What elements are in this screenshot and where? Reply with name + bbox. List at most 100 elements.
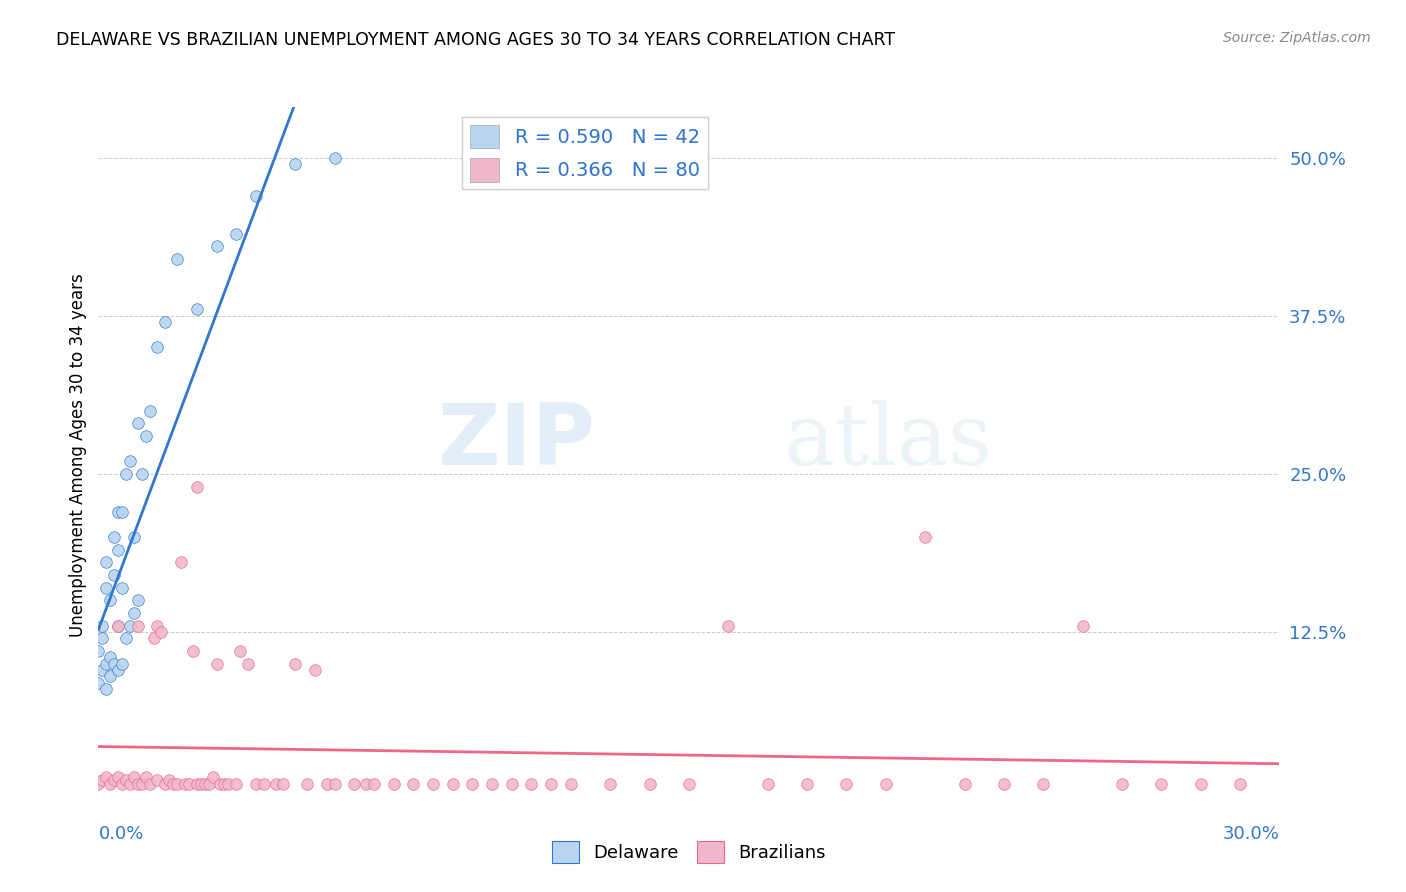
Point	[343, 777, 366, 791]
Point	[354, 777, 377, 791]
Point	[441, 777, 464, 791]
Point	[118, 618, 141, 632]
Point	[214, 777, 236, 791]
Point	[245, 188, 267, 202]
Point	[560, 777, 582, 791]
Point	[201, 771, 224, 785]
Point	[103, 657, 125, 671]
Point	[540, 777, 562, 791]
Point	[166, 252, 188, 266]
Point	[323, 777, 346, 791]
Point	[481, 777, 503, 791]
Point	[91, 772, 114, 787]
Point	[122, 771, 145, 785]
Point	[107, 542, 129, 557]
Point	[138, 777, 160, 791]
Point	[142, 632, 165, 646]
Point	[91, 618, 114, 632]
Point	[273, 777, 295, 791]
Text: Source: ZipAtlas.com: Source: ZipAtlas.com	[1223, 31, 1371, 45]
Point	[135, 429, 157, 443]
Point	[402, 777, 425, 791]
Point	[107, 663, 129, 677]
Point	[1071, 618, 1094, 632]
Point	[122, 530, 145, 544]
Point	[111, 657, 134, 671]
Point	[91, 663, 114, 677]
Point	[166, 777, 188, 791]
Point	[993, 777, 1015, 791]
Point	[835, 777, 858, 791]
Text: 30.0%: 30.0%	[1223, 825, 1279, 843]
Point	[194, 777, 217, 791]
Point	[118, 454, 141, 468]
Point	[98, 669, 121, 683]
Point	[678, 777, 700, 791]
Point	[103, 568, 125, 582]
Point	[382, 777, 405, 791]
Point	[363, 777, 385, 791]
Point	[91, 632, 114, 646]
Point	[323, 151, 346, 165]
Point	[756, 777, 779, 791]
Point	[170, 556, 193, 570]
Point	[245, 777, 267, 791]
Point	[87, 675, 110, 690]
Point	[796, 777, 818, 791]
Point	[138, 403, 160, 417]
Point	[190, 777, 212, 791]
Point	[174, 777, 197, 791]
Point	[461, 777, 484, 791]
Point	[96, 681, 118, 696]
Point	[253, 777, 276, 791]
Point	[111, 581, 134, 595]
Point	[96, 556, 118, 570]
Point	[96, 581, 118, 595]
Point	[98, 650, 121, 665]
Point	[127, 417, 149, 431]
Point	[186, 777, 208, 791]
Point	[107, 505, 129, 519]
Point	[186, 302, 208, 317]
Text: atlas: atlas	[783, 400, 993, 483]
Point	[181, 644, 204, 658]
Point	[501, 777, 523, 791]
Point	[197, 777, 219, 791]
Point	[953, 777, 976, 791]
Point	[205, 657, 228, 671]
Point	[127, 618, 149, 632]
Point	[1229, 777, 1251, 791]
Point	[1111, 777, 1133, 791]
Point	[1150, 777, 1173, 791]
Point	[127, 777, 149, 791]
Point	[284, 657, 307, 671]
Point	[115, 772, 138, 787]
Point	[107, 618, 129, 632]
Point	[122, 606, 145, 620]
Point	[186, 479, 208, 493]
Point	[96, 657, 118, 671]
Point	[155, 315, 177, 329]
Point	[118, 777, 141, 791]
Y-axis label: Unemployment Among Ages 30 to 34 years: Unemployment Among Ages 30 to 34 years	[69, 273, 87, 637]
Text: 0.0%: 0.0%	[98, 825, 143, 843]
Point	[875, 777, 897, 791]
Point	[422, 777, 444, 791]
Point	[304, 663, 326, 677]
Point	[146, 772, 169, 787]
Point	[115, 632, 138, 646]
Point	[103, 530, 125, 544]
Point	[146, 340, 169, 354]
Point	[115, 467, 138, 481]
Point	[1032, 777, 1054, 791]
Point	[295, 777, 318, 791]
Point	[1189, 777, 1212, 791]
Point	[162, 777, 184, 791]
Point	[225, 227, 247, 241]
Point	[217, 777, 239, 791]
Point	[107, 618, 129, 632]
Point	[157, 772, 180, 787]
Point	[131, 467, 153, 481]
Point	[914, 530, 936, 544]
Point	[135, 771, 157, 785]
